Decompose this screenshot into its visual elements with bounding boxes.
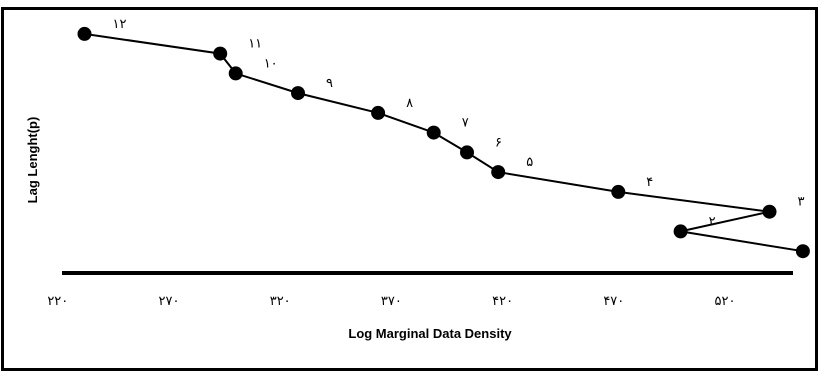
data-point-12 <box>78 27 92 41</box>
data-point-10 <box>229 66 243 80</box>
data-point-9 <box>291 86 305 100</box>
point-label-4: ۴ <box>646 175 653 190</box>
data-point-3 <box>763 205 777 219</box>
point-label-3: ۳ <box>798 195 805 210</box>
x-tick-label: ۳۷۰ <box>381 294 402 309</box>
data-point-2 <box>674 224 688 238</box>
point-label-6: ۶ <box>495 135 502 150</box>
data-point-7 <box>427 126 441 140</box>
x-tick-label: ۲۲۰ <box>47 294 68 309</box>
point-label-2: ۲ <box>709 214 716 229</box>
chart-border <box>3 9 817 370</box>
point-label-7: ۷ <box>462 116 469 131</box>
x-tick-label: ۵۲۰ <box>715 294 736 309</box>
point-label-10: ۱۰ <box>264 56 278 71</box>
y-axis-title: Lag Lenght(p) <box>25 117 40 204</box>
data-point-5 <box>491 165 505 179</box>
x-tick-label: ۴۲۰ <box>492 294 513 309</box>
data-point-8 <box>371 106 385 120</box>
point-label-5: ۵ <box>526 155 533 170</box>
data-point-6 <box>460 145 474 159</box>
point-label-9: ۹ <box>326 76 333 91</box>
point-label-11: ۱۱ <box>248 37 262 52</box>
x-tick-label: ۲۷۰ <box>159 294 180 309</box>
point-label-12: ۱۲ <box>113 17 127 32</box>
x-axis-title: Log Marginal Data Density <box>348 326 512 341</box>
x-tick-label: ۳۲۰ <box>270 294 291 309</box>
data-point-11 <box>213 47 227 61</box>
x-tick-label: ۴۷۰ <box>603 294 624 309</box>
data-point-4 <box>611 185 625 199</box>
data-point-1 <box>796 244 810 258</box>
point-label-8: ۸ <box>406 96 413 111</box>
